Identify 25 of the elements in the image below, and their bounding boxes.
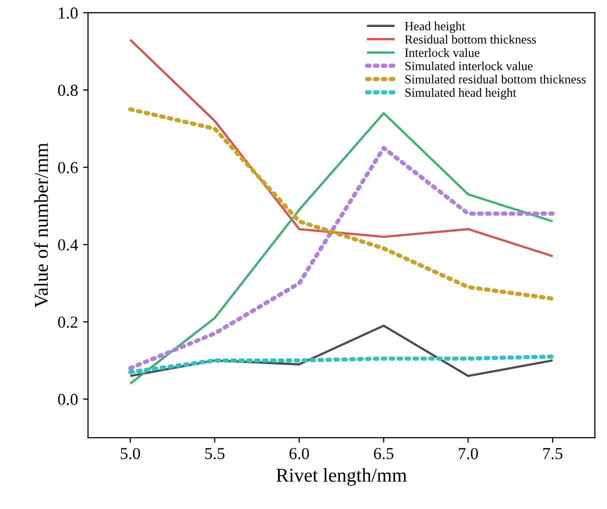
- y-tick-label: 0.8: [58, 84, 78, 96]
- legend-label: Simulated interlock value: [405, 61, 533, 70]
- line-series: [128, 354, 555, 374]
- line-series: [129, 112, 554, 385]
- line-series: [129, 324, 554, 378]
- x-tick-label: 6.5: [374, 448, 394, 460]
- legend-label: Head height: [404, 22, 466, 33]
- x-axis-title: Rivet length/mm: [276, 468, 407, 486]
- y-tick-label: 1.0: [58, 7, 78, 19]
- y-tick-label: 0.0: [58, 394, 78, 406]
- x-tick-label: 7.0: [458, 448, 478, 460]
- legend-label: Residual bottom thickness: [404, 34, 536, 44]
- x-tick-label: 6.0: [290, 448, 309, 460]
- x-tick-label: 5.5: [205, 448, 224, 460]
- y-axis-title: Value of number/mm: [34, 142, 48, 308]
- x-tick-label: 5.0: [120, 448, 140, 460]
- line-series: [128, 146, 555, 370]
- x-tick-label: 7.5: [543, 448, 562, 460]
- legend-label: Simulated head height: [405, 88, 516, 100]
- line-series: [128, 107, 555, 301]
- y-tick-label: 0.2: [58, 316, 78, 328]
- y-tick-label: 0.6: [58, 162, 78, 174]
- legend-label: Simulated residual bottom thickness: [405, 74, 586, 84]
- legend-label: Interlock value: [404, 48, 480, 57]
- y-tick-label: 0.4: [58, 239, 78, 251]
